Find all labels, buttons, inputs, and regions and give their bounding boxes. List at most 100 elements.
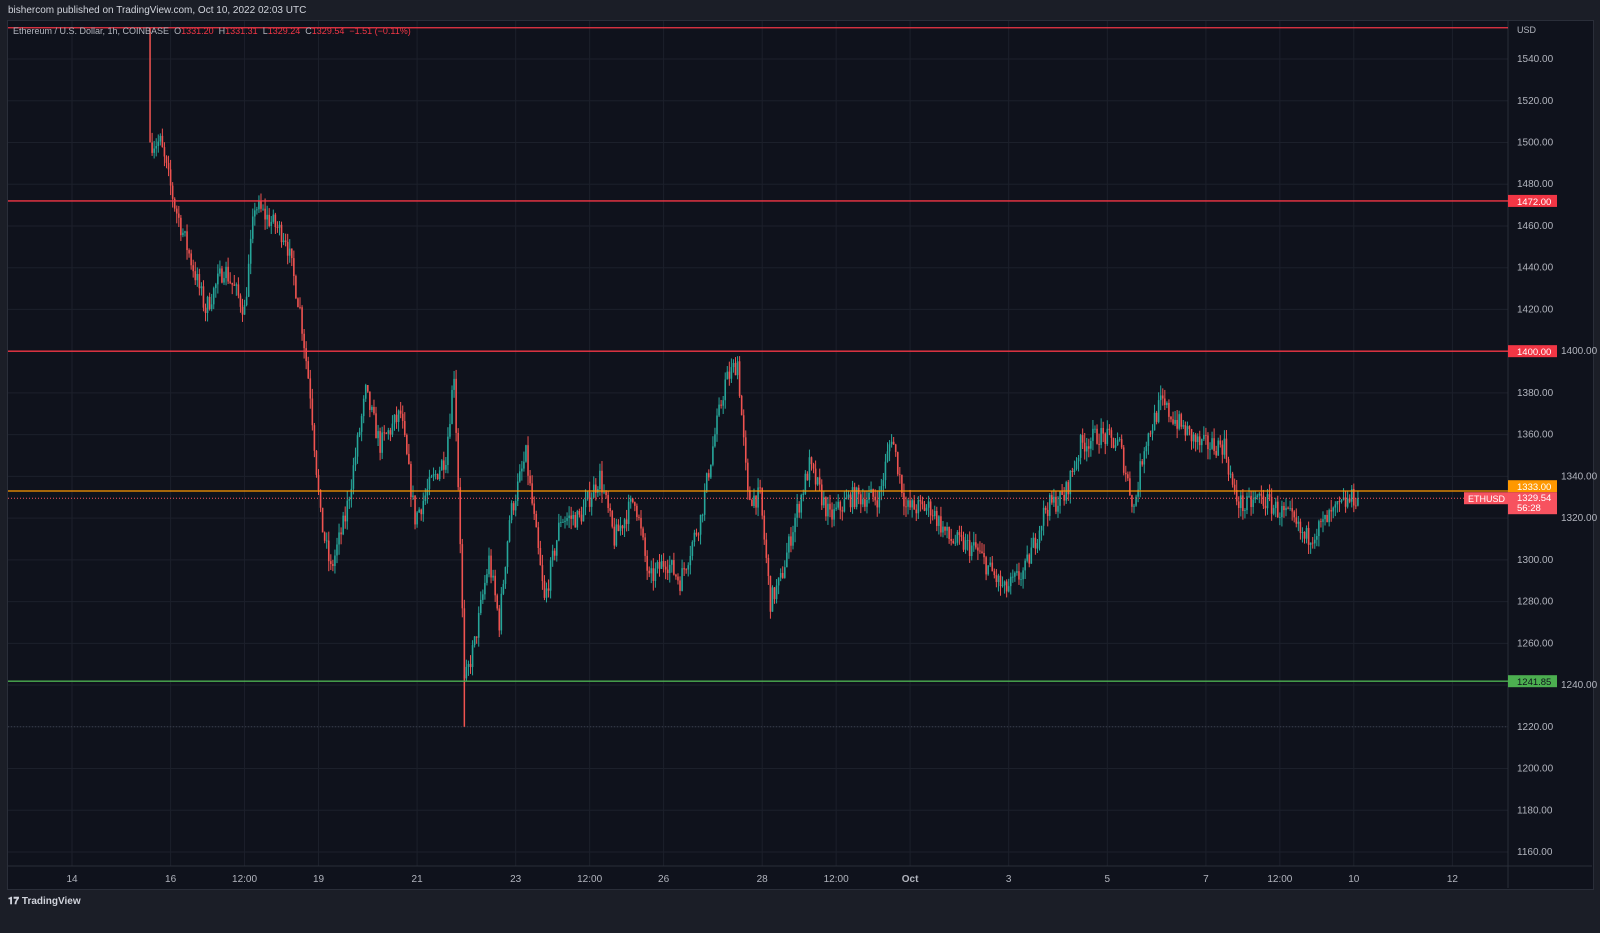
candle-body bbox=[853, 487, 856, 507]
candle-body bbox=[1116, 439, 1119, 446]
candle-body bbox=[1283, 505, 1285, 511]
candle-body bbox=[911, 500, 913, 508]
candle-body bbox=[948, 526, 950, 539]
candle-body bbox=[383, 432, 386, 434]
candle-body bbox=[202, 286, 205, 308]
candle-body bbox=[412, 495, 414, 498]
candle-body bbox=[338, 532, 340, 545]
candle-body bbox=[619, 525, 622, 532]
candle-body bbox=[876, 500, 879, 508]
candle-body bbox=[790, 536, 792, 546]
candle-body bbox=[1108, 428, 1111, 431]
candle-body bbox=[629, 498, 632, 502]
candle-body bbox=[282, 240, 285, 243]
candle-body bbox=[1246, 496, 1248, 511]
candle-body bbox=[590, 497, 593, 507]
candle-body bbox=[272, 214, 275, 222]
x-tick-label: 12 bbox=[1447, 874, 1459, 885]
candle-body bbox=[781, 572, 784, 578]
candle-body bbox=[1203, 435, 1205, 440]
candle-body bbox=[888, 444, 891, 452]
candle-body bbox=[498, 608, 501, 631]
y-tick-label: 1520.00 bbox=[1517, 96, 1554, 107]
candle-body bbox=[1012, 576, 1014, 578]
candle-body bbox=[707, 473, 710, 478]
x-tick-label: 16 bbox=[165, 874, 177, 885]
tradingview-logo[interactable]: 𝟏𝟕 TradingView bbox=[8, 896, 81, 907]
symbol-title[interactable]: Ethereum / U.S. Dollar, 1h, COINBASE bbox=[13, 26, 170, 36]
chart-frame[interactable] bbox=[7, 20, 1594, 890]
x-tick-label: 14 bbox=[66, 874, 78, 885]
candle-body bbox=[1254, 497, 1256, 500]
candle-body bbox=[806, 473, 809, 481]
candle-body bbox=[1127, 474, 1129, 479]
candle-body bbox=[387, 430, 390, 434]
candle-body bbox=[375, 413, 377, 439]
candle-body bbox=[502, 583, 505, 594]
y-tick-label: 1260.00 bbox=[1517, 638, 1554, 649]
x-tick-label: 5 bbox=[1105, 874, 1111, 885]
candle-body bbox=[1051, 495, 1053, 503]
candle-body bbox=[500, 593, 503, 631]
high-value: 1331.31 bbox=[225, 26, 258, 36]
candle-body bbox=[438, 470, 441, 480]
candle-body bbox=[1046, 509, 1049, 516]
candle-body bbox=[966, 540, 969, 542]
x-tick-label: 12:00 bbox=[232, 874, 257, 885]
candle-body bbox=[208, 296, 211, 309]
candle-body bbox=[449, 423, 451, 437]
candle-body bbox=[362, 398, 365, 417]
candle-body bbox=[638, 517, 640, 518]
candle-body bbox=[523, 461, 525, 469]
candle-body bbox=[609, 508, 611, 511]
candle-body bbox=[330, 561, 332, 565]
candle-body bbox=[389, 430, 392, 435]
candle-body bbox=[983, 553, 985, 558]
candle-body bbox=[1135, 496, 1137, 506]
candle-body bbox=[753, 495, 755, 506]
candle-body bbox=[654, 568, 657, 581]
candle-body bbox=[278, 224, 281, 228]
candle-body bbox=[165, 156, 168, 163]
candle-body bbox=[909, 500, 911, 508]
candle-body bbox=[960, 535, 963, 537]
candle-body bbox=[825, 497, 827, 517]
candle-body bbox=[1233, 484, 1236, 491]
y-tick-label: 1420.00 bbox=[1517, 304, 1554, 315]
candle-body bbox=[406, 435, 408, 454]
candle-body bbox=[1330, 510, 1333, 512]
candle-body bbox=[560, 522, 562, 523]
candle-body bbox=[568, 515, 570, 519]
candle-body bbox=[1215, 450, 1217, 456]
candle-body bbox=[1281, 505, 1283, 518]
candle-body bbox=[436, 474, 439, 480]
low-value: 1329.24 bbox=[267, 26, 301, 36]
candle-body bbox=[482, 594, 484, 600]
candle-body bbox=[798, 503, 800, 513]
candle-body bbox=[274, 214, 277, 228]
candle-body bbox=[284, 240, 287, 242]
candle-body bbox=[586, 491, 589, 499]
candle-body bbox=[868, 492, 870, 500]
candle-body bbox=[1291, 508, 1293, 512]
candle-body bbox=[459, 487, 462, 545]
candle-body bbox=[843, 499, 846, 512]
candle-body bbox=[599, 470, 601, 490]
candle-body bbox=[740, 395, 743, 416]
candle-body bbox=[473, 636, 476, 646]
last-price-label: 1329.54 bbox=[1517, 493, 1551, 504]
level-price-tag bbox=[1508, 194, 1557, 207]
candle-body bbox=[1077, 457, 1080, 462]
candle-body bbox=[818, 477, 821, 485]
candle-body bbox=[1357, 498, 1359, 506]
candle-body bbox=[841, 510, 844, 512]
candle-body bbox=[276, 227, 279, 228]
candle-body bbox=[171, 185, 174, 199]
candle-body bbox=[1005, 581, 1008, 592]
candle-body bbox=[221, 268, 223, 283]
candle-body bbox=[1242, 495, 1244, 512]
logo-icon: 𝟏𝟕 bbox=[8, 896, 22, 907]
candle-body bbox=[190, 253, 192, 266]
candle-body bbox=[1192, 434, 1195, 442]
